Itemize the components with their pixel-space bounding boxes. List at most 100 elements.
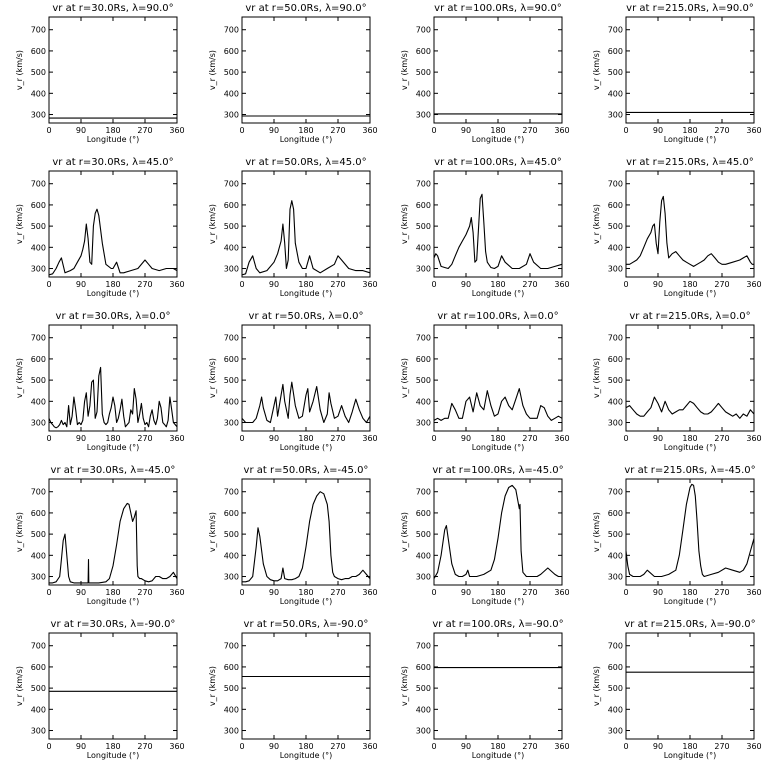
xtick-label: 180 — [298, 126, 313, 135]
plot-frame — [48, 16, 178, 124]
plot-frame — [241, 170, 371, 278]
ytick-label: 700 — [608, 488, 623, 497]
xtick-label: 270 — [330, 434, 345, 443]
xtick-label: 360 — [554, 742, 569, 751]
xtick-label: 90 — [653, 434, 663, 443]
subplot-5: vr at r=30.0Rs, λ=45.0° 300 400 500 600 700 0 9… — [15, 157, 185, 298]
xtick-label: 0 — [431, 588, 436, 597]
ytick-label: 400 — [608, 551, 623, 560]
x-axis-label: Longitude (°) — [87, 751, 140, 760]
series-line — [626, 195, 754, 267]
ytick-label: 300 — [224, 573, 239, 582]
xtick-label: 0 — [623, 280, 628, 289]
subplot-title: vr at r=215.0Rs, λ=0.0° — [629, 311, 750, 322]
xtick-label: 270 — [137, 280, 152, 289]
y-axis-label: v_r (km/s) — [15, 50, 24, 90]
x-axis-label: Longitude (°) — [280, 751, 333, 760]
ytick-label: 700 — [31, 488, 46, 497]
ytick-label: 600 — [224, 663, 239, 672]
plot-frame — [625, 632, 755, 740]
subplot-8: vr at r=215.0Rs, λ=45.0° 300 400 500 600 700 0… — [592, 157, 762, 298]
ytick-label: 300 — [416, 727, 431, 736]
xtick-label: 270 — [137, 434, 152, 443]
xtick-label: 360 — [746, 280, 761, 289]
ytick-label: 300 — [608, 727, 623, 736]
plot-frame — [241, 16, 371, 124]
ytick-label: 500 — [31, 684, 46, 693]
ytick-label: 700 — [416, 642, 431, 651]
y-axis-label: v_r (km/s) — [400, 204, 409, 244]
ytick-label: 600 — [608, 201, 623, 210]
x-axis-label: Longitude (°) — [280, 443, 333, 452]
xtick-label: 180 — [298, 588, 313, 597]
subplot-13: vr at r=30.0Rs, λ=-45.0° 300 400 500 600 700 0… — [15, 465, 185, 606]
x-axis-label: Longitude (°) — [664, 289, 717, 298]
subplot-title: vr at r=50.0Rs, λ=-90.0° — [244, 619, 369, 630]
x-axis-label: Longitude (°) — [87, 135, 140, 144]
ytick-label: 300 — [224, 727, 239, 736]
subplot-10: vr at r=50.0Rs, λ=0.0° 300 400 500 600 700 0 90… — [208, 311, 378, 452]
series-line — [433, 484, 562, 579]
series-line — [48, 208, 178, 276]
plot-frame — [241, 478, 371, 586]
subplot-title: vr at r=100.0Rs, λ=45.0° — [434, 157, 562, 168]
series-line — [242, 491, 371, 583]
plot-frame — [433, 632, 563, 740]
xtick-label: 360 — [362, 126, 377, 135]
xtick-label: 90 — [76, 126, 86, 135]
ytick-label: 700 — [31, 642, 46, 651]
y-axis-label: v_r (km/s) — [592, 512, 601, 552]
ytick-label: 500 — [31, 376, 46, 385]
ytick-label: 300 — [31, 111, 46, 120]
ytick-label: 600 — [31, 355, 46, 364]
xtick-label: 180 — [682, 126, 697, 135]
x-axis-label: Longitude (°) — [472, 751, 525, 760]
ytick-label: 300 — [416, 265, 431, 274]
xtick-label: 360 — [554, 434, 569, 443]
ytick-label: 300 — [608, 573, 623, 582]
xtick-label: 0 — [239, 742, 244, 751]
ytick-label: 400 — [31, 705, 46, 714]
xtick-label: 270 — [714, 742, 729, 751]
xtick-label: 270 — [137, 126, 152, 135]
x-axis-label: Longitude (°) — [87, 443, 140, 452]
xtick-label: 0 — [623, 742, 628, 751]
xtick-label: 270 — [714, 126, 729, 135]
xtick-label: 270 — [522, 280, 537, 289]
series-line — [241, 381, 371, 424]
subplot-title: vr at r=30.0Rs, λ=-90.0° — [51, 619, 176, 630]
ytick-label: 600 — [31, 201, 46, 210]
subplot-15: vr at r=100.0Rs, λ=-45.0° 300 400 500 600 700… — [400, 465, 570, 606]
y-axis-label: v_r (km/s) — [592, 666, 601, 706]
xtick-label: 90 — [76, 280, 86, 289]
xtick-label: 270 — [137, 742, 152, 751]
ytick-label: 500 — [608, 68, 623, 77]
ytick-label: 500 — [416, 684, 431, 693]
ytick-label: 700 — [224, 180, 239, 189]
ytick-label: 600 — [224, 509, 239, 518]
ytick-label: 400 — [608, 705, 623, 714]
ytick-label: 600 — [608, 663, 623, 672]
ytick-label: 600 — [224, 355, 239, 364]
y-axis-label: v_r (km/s) — [592, 358, 601, 398]
plot-frame — [241, 632, 371, 740]
ytick-label: 400 — [31, 243, 46, 252]
y-axis-label: v_r (km/s) — [592, 50, 601, 90]
xtick-label: 180 — [490, 280, 505, 289]
xtick-label: 270 — [330, 588, 345, 597]
xtick-label: 360 — [746, 588, 761, 597]
ytick-label: 400 — [31, 551, 46, 560]
xtick-label: 180 — [682, 280, 697, 289]
x-axis-label: Longitude (°) — [472, 597, 525, 606]
ytick-label: 600 — [416, 663, 431, 672]
ytick-label: 400 — [416, 243, 431, 252]
subplot-18: vr at r=50.0Rs, λ=-90.0° 300 400 500 600 700 0… — [208, 619, 378, 760]
y-axis-label: v_r (km/s) — [15, 204, 24, 244]
ytick-label: 400 — [416, 705, 431, 714]
ytick-label: 400 — [608, 397, 623, 406]
xtick-label: 360 — [362, 588, 377, 597]
ytick-label: 300 — [224, 265, 239, 274]
ytick-label: 400 — [416, 89, 431, 98]
ytick-label: 400 — [608, 243, 623, 252]
